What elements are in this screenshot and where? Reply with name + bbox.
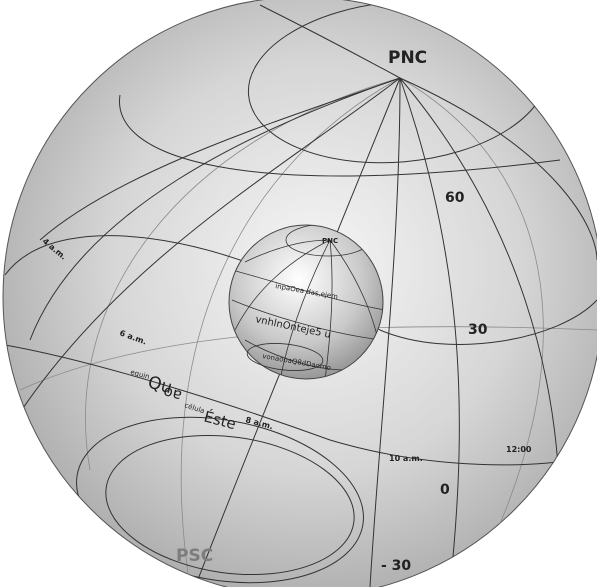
equator-text-3: ao (161, 383, 183, 405)
meridian (39, 77, 401, 241)
equator (4, 344, 597, 466)
hour-label-12: 12:00 (506, 445, 532, 454)
inner-sphere (228, 224, 384, 380)
north-pole-label: PNC (388, 48, 427, 68)
inner-meridian (324, 239, 333, 379)
inner-north-pole-label: PNC (322, 237, 338, 245)
meridian (14, 77, 401, 421)
inner-meridian (244, 239, 331, 263)
meridian (29, 77, 401, 341)
back-meridian (85, 77, 401, 471)
parallel-minus-30 (76, 416, 364, 584)
inner-meridian (234, 239, 331, 331)
parallel-minus-30-inner (105, 434, 355, 576)
meridian (259, 4, 401, 79)
back-meridian (180, 77, 401, 587)
inner-grid (231, 225, 383, 379)
parallel-60 (119, 94, 561, 177)
south-pole-label: PSC (176, 546, 213, 566)
latitude-label-60: 60 (445, 190, 465, 206)
meridian (399, 77, 460, 587)
latitude-label-minus-30: - 30 (381, 558, 411, 574)
back-meridian (399, 77, 544, 587)
meridian (369, 77, 401, 587)
latitude-label-0: 0 (440, 482, 450, 498)
hour-label-10am: 10 a.m. (389, 454, 423, 463)
latitude-label-30: 30 (468, 322, 488, 338)
inner-meridian (279, 239, 331, 379)
inner-parallel (231, 269, 383, 311)
inner-south-band (246, 343, 324, 371)
meridian (399, 77, 597, 261)
